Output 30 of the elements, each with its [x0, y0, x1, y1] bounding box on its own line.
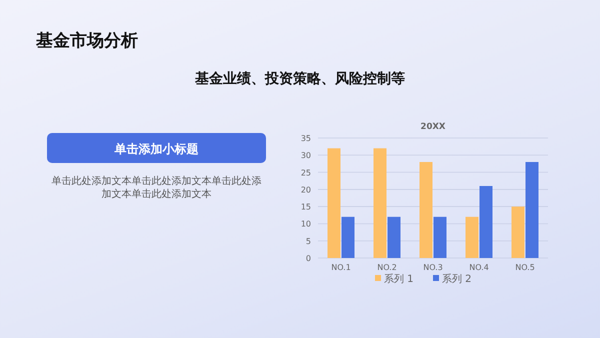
legend-label: 系列 2	[442, 273, 472, 285]
bar	[526, 162, 538, 258]
y-tick-label: 15	[300, 202, 311, 212]
x-tick-label: NO.2	[377, 263, 397, 272]
chart-title: 20XX	[420, 122, 446, 132]
x-tick-label: NO.4	[469, 263, 489, 272]
text: 单击此处添加文本单击此处添加文本单击此处添加文本单击此处添加文本	[52, 175, 262, 200]
bar	[420, 162, 432, 258]
y-tick-label: 25	[300, 168, 311, 178]
bar	[512, 206, 524, 258]
x-tick-label: NO.3	[423, 263, 443, 272]
y-tick-label: 20	[300, 185, 311, 194]
y-tick-label: 35	[300, 134, 311, 143]
legend-label: 系列 1	[384, 273, 414, 285]
x-tick-label: NO.1	[331, 263, 351, 272]
text: 基金业绩、投资策略、风险控制等	[194, 71, 405, 87]
text: 基金市场分析	[35, 31, 138, 51]
bar	[374, 148, 386, 258]
bar	[466, 216, 478, 258]
text: 单击添加小标题	[114, 142, 198, 156]
bar	[388, 216, 400, 258]
bar	[328, 148, 340, 258]
y-tick-label: 0	[306, 254, 311, 263]
y-tick-label: 30	[300, 151, 311, 160]
y-tick-label: 10	[300, 220, 311, 229]
bar	[480, 186, 492, 258]
y-tick-label: 5	[306, 236, 311, 246]
bar	[434, 216, 446, 258]
x-tick-label: NO.5	[515, 263, 535, 272]
bar	[342, 216, 354, 258]
